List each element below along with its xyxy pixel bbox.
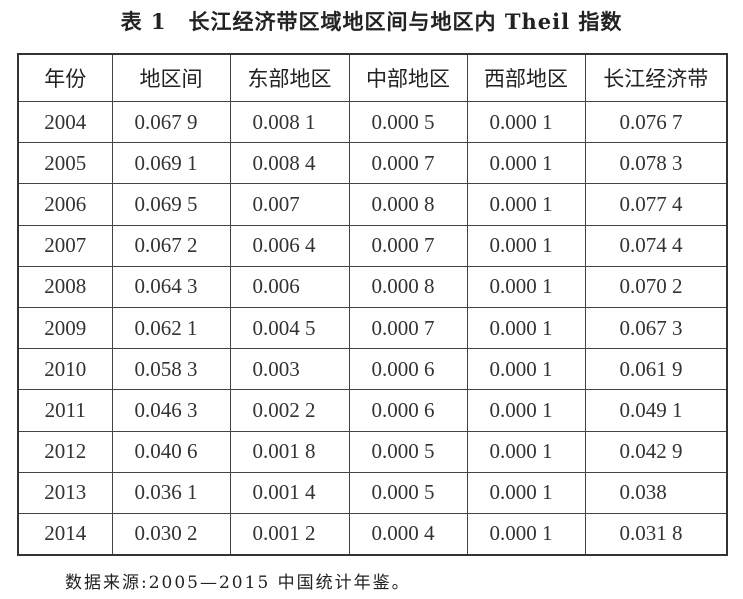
value-cell: 0.000 1 xyxy=(466,306,586,350)
value-cell: 0.077 4 xyxy=(584,183,728,226)
value-cell: 0.000 5 xyxy=(348,430,468,473)
table-row: 2009 0.062 1 0.004 5 0.000 7 0.000 1 0.067 3 xyxy=(17,306,728,350)
value-cell: 0.000 8 xyxy=(348,265,468,308)
value-cell: 0.000 1 xyxy=(466,471,586,514)
column-header: 长江经济带 xyxy=(584,53,728,102)
value-cell: 0.061 9 xyxy=(584,348,728,391)
value-cell: 0.000 6 xyxy=(348,348,468,391)
year-cell: 2010 xyxy=(17,348,113,391)
table-title: 表 1 长江经济带区域地区间与地区内 Theil 指数 xyxy=(0,6,743,36)
table-row: 2013 0.036 1 0.001 4 0.000 5 0.000 1 0.038 xyxy=(17,471,728,514)
value-cell: 0.000 1 xyxy=(466,512,586,556)
value-cell: 0.040 6 xyxy=(111,430,231,473)
value-cell: 0.049 1 xyxy=(584,389,728,432)
value-cell: 0.031 8 xyxy=(584,512,728,556)
column-header: 地区间 xyxy=(111,53,231,102)
value-cell: 0.002 2 xyxy=(229,389,350,432)
year-cell: 2008 xyxy=(17,265,113,308)
year-cell: 2006 xyxy=(17,183,113,226)
column-header: 中部地区 xyxy=(348,53,468,102)
value-cell: 0.058 3 xyxy=(111,348,231,391)
value-cell: 0.000 5 xyxy=(348,100,468,144)
value-cell: 0.067 9 xyxy=(111,100,231,144)
value-cell: 0.007 xyxy=(229,183,350,226)
value-cell: 0.000 6 xyxy=(348,389,468,432)
table-row: 2007 0.067 2 0.006 4 0.000 7 0.000 1 0.074 4 xyxy=(17,224,728,267)
year-cell: 2005 xyxy=(17,142,113,185)
value-cell: 0.000 1 xyxy=(466,183,586,226)
table-row: 2014 0.030 2 0.001 2 0.000 4 0.000 1 0.031 8 xyxy=(17,512,728,556)
value-cell: 0.067 3 xyxy=(584,306,728,350)
value-cell: 0.000 1 xyxy=(466,224,586,267)
table-row: 2004 0.067 9 0.008 1 0.000 5 0.000 1 0.076 7 xyxy=(17,100,728,144)
year-cell: 2009 xyxy=(17,306,113,350)
year-cell: 2013 xyxy=(17,471,113,514)
table-caption: 长江经济带区域地区间与地区内 Theil 指数 xyxy=(188,9,623,34)
column-header: 年份 xyxy=(17,53,113,102)
table-row: 2005 0.069 1 0.008 4 0.000 7 0.000 1 0.078 3 xyxy=(17,142,728,185)
value-cell: 0.069 5 xyxy=(111,183,231,226)
table-row: 2008 0.064 3 0.006 0.000 8 0.000 1 0.070 2 xyxy=(17,265,728,308)
value-cell: 0.000 1 xyxy=(466,100,586,144)
value-cell: 0.006 4 xyxy=(229,224,350,267)
value-cell: 0.046 3 xyxy=(111,389,231,432)
value-cell: 0.074 4 xyxy=(584,224,728,267)
table-row: 2006 0.069 5 0.007 0.000 8 0.000 1 0.077 4 xyxy=(17,183,728,226)
value-cell: 0.000 1 xyxy=(466,142,586,185)
table-number: 表 1 xyxy=(120,9,167,34)
header-row: 年份 地区间 东部地区 中部地区 西部地区 长江经济带 xyxy=(17,53,728,102)
value-cell: 0.001 2 xyxy=(229,512,350,556)
value-cell: 0.006 xyxy=(229,265,350,308)
value-cell: 0.000 7 xyxy=(348,306,468,350)
value-cell: 0.000 1 xyxy=(466,265,586,308)
value-cell: 0.038 xyxy=(584,471,728,514)
value-cell: 0.000 7 xyxy=(348,224,468,267)
value-cell: 0.001 8 xyxy=(229,430,350,473)
value-cell: 0.064 3 xyxy=(111,265,231,308)
value-cell: 0.001 4 xyxy=(229,471,350,514)
value-cell: 0.069 1 xyxy=(111,142,231,185)
column-header: 西部地区 xyxy=(466,53,586,102)
value-cell: 0.003 xyxy=(229,348,350,391)
value-cell: 0.000 5 xyxy=(348,471,468,514)
value-cell: 0.042 9 xyxy=(584,430,728,473)
value-cell: 0.004 5 xyxy=(229,306,350,350)
year-cell: 2004 xyxy=(17,100,113,144)
value-cell: 0.008 1 xyxy=(229,100,350,144)
value-cell: 0.030 2 xyxy=(111,512,231,556)
table-row: 2011 0.046 3 0.002 2 0.000 6 0.000 1 0.049 1 xyxy=(17,389,728,432)
year-cell: 2011 xyxy=(17,389,113,432)
value-cell: 0.078 3 xyxy=(584,142,728,185)
column-header: 东部地区 xyxy=(229,53,350,102)
theil-index-table: 年份 地区间 东部地区 中部地区 西部地区 长江经济带 2004 0.067 9 0.008 … xyxy=(17,53,728,557)
table-row: 2010 0.058 3 0.003 0.000 6 0.000 1 0.061 9 xyxy=(17,348,728,391)
value-cell: 0.000 8 xyxy=(348,183,468,226)
table-row: 2012 0.040 6 0.001 8 0.000 5 0.000 1 0.042 9 xyxy=(17,430,728,473)
value-cell: 0.000 1 xyxy=(466,348,586,391)
value-cell: 0.000 4 xyxy=(348,512,468,556)
year-cell: 2014 xyxy=(17,512,113,556)
value-cell: 0.067 2 xyxy=(111,224,231,267)
value-cell: 0.070 2 xyxy=(584,265,728,308)
value-cell: 0.000 1 xyxy=(466,389,586,432)
year-cell: 2012 xyxy=(17,430,113,473)
value-cell: 0.000 7 xyxy=(348,142,468,185)
value-cell: 0.036 1 xyxy=(111,471,231,514)
value-cell: 0.076 7 xyxy=(584,100,728,144)
value-cell: 0.008 4 xyxy=(229,142,350,185)
source-note: 数据来源:2005—2015 中国统计年鉴。 xyxy=(65,573,411,593)
year-cell: 2007 xyxy=(17,224,113,267)
value-cell: 0.062 1 xyxy=(111,306,231,350)
value-cell: 0.000 1 xyxy=(466,430,586,473)
